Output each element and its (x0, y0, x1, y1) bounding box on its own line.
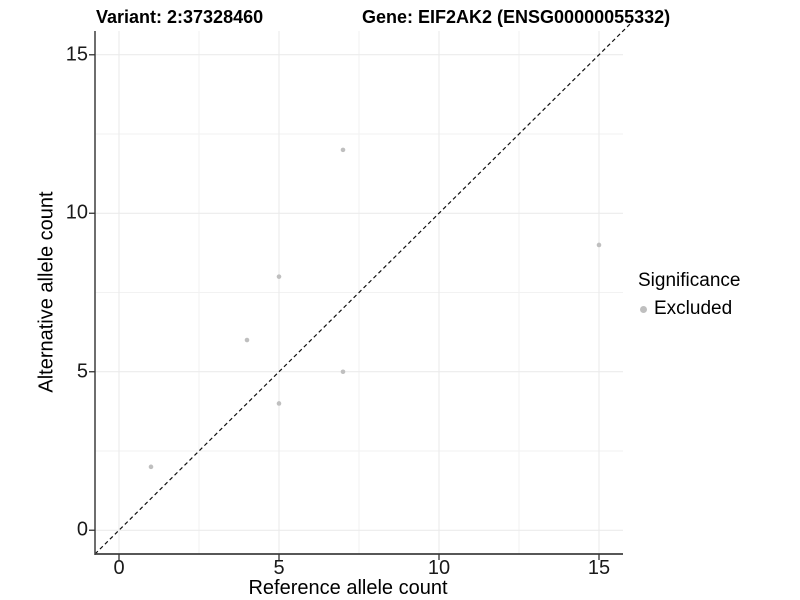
x-tick-label: 0 (113, 557, 125, 579)
data-point (340, 147, 346, 153)
x-tick-label: 10 (427, 557, 451, 579)
y-tick-label: 5 (76, 360, 88, 383)
x-tick-label: 5 (273, 557, 285, 579)
y-tick-label: 10 (65, 201, 88, 224)
plot-title-variant: Variant: 2:37328460 (96, 7, 264, 27)
data-point (596, 242, 602, 248)
data-point (244, 337, 250, 343)
y-axis-title: Alternative allele count (35, 191, 58, 393)
data-point (276, 274, 282, 279)
legend-title: Significance (638, 270, 741, 291)
y-tick-label: 15 (65, 43, 88, 66)
legend-item-label: Excluded (654, 298, 733, 319)
legend-items: Excluded (638, 298, 740, 320)
data-point (276, 401, 282, 406)
legend-item: Excluded (640, 298, 740, 320)
data-point (340, 369, 346, 375)
y-tick-label: 0 (76, 518, 88, 541)
identity-reference-line (94, 22, 632, 555)
legend: Significance Excluded (638, 270, 740, 320)
x-axis-title: Reference allele count (248, 577, 448, 599)
legend-point-icon (640, 305, 647, 313)
plot-title-gene: Gene: EIF2AK2 (ENSG00000055332) (362, 7, 671, 27)
x-tick-label: 15 (587, 557, 611, 579)
data-point (148, 464, 154, 470)
